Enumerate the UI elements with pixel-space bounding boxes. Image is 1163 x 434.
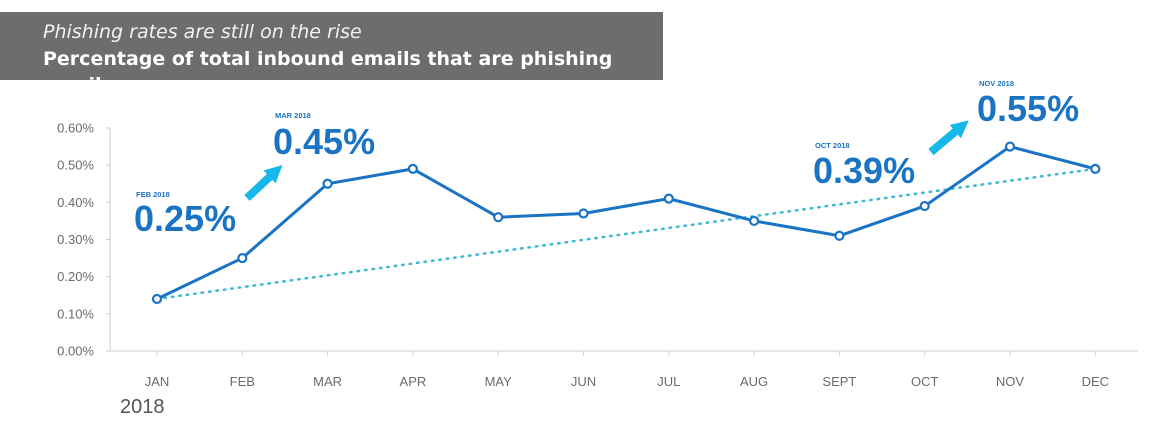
data-point — [663, 193, 674, 204]
data-point — [578, 208, 589, 219]
annotation-value-label: 0.39% — [813, 150, 915, 191]
trend-line — [155, 167, 1097, 301]
annotation-date-label: FEB 2018 — [136, 190, 170, 199]
chart-subtitle: Phishing rates are still on the rise — [43, 21, 362, 43]
data-point — [493, 212, 504, 223]
annotation-date-label: MAR 2018 — [275, 111, 311, 120]
y-tick-label: 0.00% — [57, 344, 94, 359]
y-tick-label: 0.40% — [57, 195, 94, 210]
x-year-label: 2018 — [120, 396, 165, 418]
data-point — [1004, 141, 1016, 152]
rise-arrow-icon — [244, 165, 283, 201]
annotation-value-label: 0.55% — [977, 88, 1079, 129]
annotation-value-label: 0.25% — [134, 198, 236, 239]
data-point — [919, 200, 930, 212]
data-point — [407, 163, 418, 174]
chart-title: Percentage of total inbound emails that … — [43, 48, 613, 96]
x-tick-label: JUN — [571, 374, 596, 389]
chart-title-banner: Phishing rates are still on the rise Per… — [0, 12, 663, 96]
annotation-date-label: OCT 2018 — [815, 141, 850, 150]
x-tick-label: NOV — [996, 374, 1025, 389]
data-point — [748, 215, 760, 227]
x-tick-label: MAY — [485, 374, 513, 389]
series-line — [156, 145, 1096, 301]
x-tick-label: JUL — [657, 374, 680, 389]
y-tick-label: 0.10% — [57, 306, 94, 321]
data-point — [151, 293, 163, 305]
x-tick-label: SEPT — [822, 374, 856, 389]
y-tick-label: 0.20% — [57, 269, 94, 284]
x-tick-label: AUG — [740, 374, 768, 389]
y-tick-label: 0.30% — [57, 232, 94, 247]
rise-arrow-icon — [928, 120, 969, 156]
annotation-value-label: 0.45% — [273, 121, 375, 162]
x-tick-label: OCT — [911, 374, 939, 389]
x-tick-label: FEB — [230, 374, 255, 389]
x-tick-label: DEC — [1082, 374, 1109, 389]
annotation-date-label: NOV 2018 — [979, 79, 1014, 88]
x-tick-label: MAR — [313, 374, 342, 389]
data-point — [834, 230, 845, 241]
x-tick-label: APR — [400, 374, 427, 389]
data-point — [322, 178, 333, 189]
y-tick-label: 0.50% — [57, 158, 94, 173]
x-tick-label: JAN — [145, 374, 170, 389]
data-point — [237, 252, 248, 264]
data-point — [1090, 163, 1101, 174]
y-tick-label: 0.60% — [57, 121, 94, 136]
